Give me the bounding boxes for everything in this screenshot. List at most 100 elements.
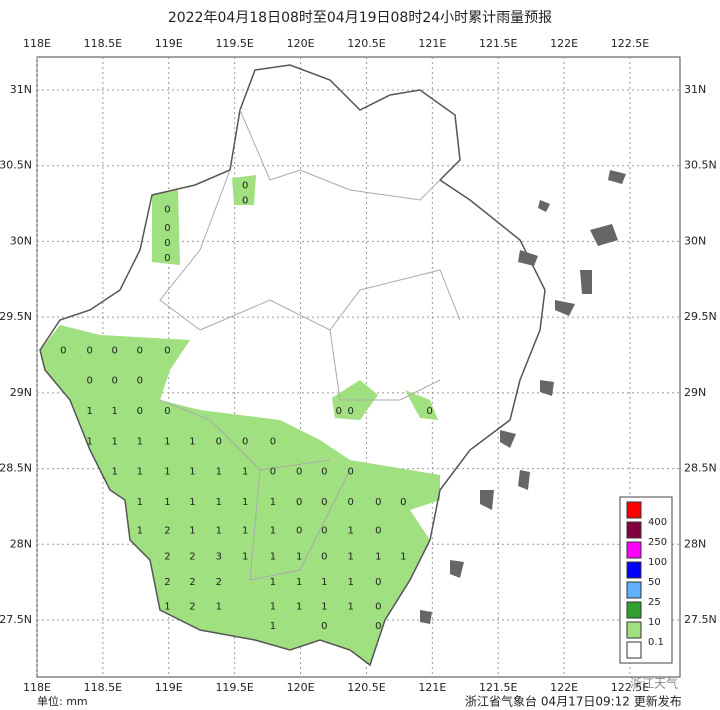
station-value: 1 — [347, 551, 353, 562]
station-value: 1 — [87, 406, 93, 417]
station-value: 0 — [375, 601, 381, 612]
legend-swatch — [626, 501, 642, 519]
station-value: 1 — [189, 526, 195, 537]
x-tick-label: 121.5E — [479, 37, 517, 50]
station-value: 1 — [375, 551, 381, 562]
legend-swatch — [626, 641, 642, 659]
y-tick-label: 28.5N — [0, 462, 32, 475]
y-tick-label: 27.5N — [684, 613, 717, 626]
x-tick-label: 122E — [550, 681, 578, 694]
station-value: 0 — [336, 406, 342, 417]
station-value: 0 — [164, 238, 170, 249]
station-value: 2 — [164, 577, 170, 588]
station-value: 0 — [270, 467, 276, 478]
legend-swatch — [626, 581, 642, 599]
station-value: 2 — [164, 526, 170, 537]
station-value: 0 — [242, 196, 248, 207]
station-value: 0 — [112, 345, 118, 356]
y-tick-label: 31N — [10, 83, 32, 96]
station-value: 1 — [270, 497, 276, 508]
station-value: 0 — [321, 467, 327, 478]
station-value: 0 — [112, 376, 118, 387]
province-outline — [39, 64, 546, 667]
station-value: 1 — [347, 601, 353, 612]
city-borders — [159, 109, 461, 581]
station-value: 0 — [321, 526, 327, 537]
x-tick-label: 121E — [418, 681, 446, 694]
islands — [420, 170, 626, 624]
station-value: 2 — [164, 551, 170, 562]
station-value: 1 — [137, 467, 143, 478]
station-value: 1 — [164, 601, 170, 612]
x-tick-label: 120E — [287, 681, 315, 694]
stations: 0 0 0 0 0 0 0 0 0 0 0 0 0 0 1 1 0 0 0 0 0 1 1 1 1 1 0 0 0 1 1 1 1 1 1 0 0 0 0 1… — [60, 180, 433, 632]
map-title: 2022年04月18日08时至04月19日08时24小时累计雨量预报 — [168, 10, 552, 26]
station-value: 1 — [137, 497, 143, 508]
x-tick-label: 120.5E — [347, 681, 385, 694]
y-tick-label: 28.5N — [684, 462, 717, 475]
station-value: 1 — [164, 497, 170, 508]
x-tick-label: 118.5E — [84, 681, 122, 694]
station-value: 1 — [137, 526, 143, 537]
station-value: 0 — [347, 497, 353, 508]
legend: 400 250 100 50 25 10 0.1 — [619, 496, 673, 664]
station-value: 0 — [164, 406, 170, 417]
station-value: 1 — [347, 526, 353, 537]
station-value: 0 — [400, 497, 406, 508]
station-value: 0 — [321, 621, 327, 632]
y-tick-label: 28N — [10, 537, 32, 550]
legend-swatch — [626, 521, 642, 539]
station-value: 1 — [242, 551, 248, 562]
station-value: 1 — [242, 467, 248, 478]
y-tick-label: 30.5N — [684, 159, 717, 172]
station-value: 1 — [164, 436, 170, 447]
station-value: 0 — [321, 551, 327, 562]
station-value: 1 — [189, 497, 195, 508]
station-value: 2 — [189, 601, 195, 612]
rain-area — [40, 175, 440, 665]
station-value: 1 — [296, 577, 302, 588]
station-value: 3 — [216, 551, 222, 562]
station-value: 1 — [321, 601, 327, 612]
x-tick-label: 122.5E — [611, 37, 649, 50]
station-value: 2 — [189, 577, 195, 588]
x-tick-label: 119E — [155, 37, 183, 50]
station-value: 0 — [375, 577, 381, 588]
station-value: 1 — [270, 621, 276, 632]
station-value: 1 — [164, 467, 170, 478]
footer: 浙江省气象台 04月17日09:12 更新发布 — [465, 694, 682, 709]
unit-label: 单位: mm — [37, 694, 88, 708]
station-value: 1 — [242, 497, 248, 508]
watermark: 浙江天气 — [630, 676, 678, 691]
station-value: 0 — [164, 345, 170, 356]
station-value: 0 — [137, 376, 143, 387]
station-value: 1 — [270, 577, 276, 588]
station-value: 1 — [87, 436, 93, 447]
legend-swatch — [626, 541, 642, 559]
y-tick-label: 27.5N — [0, 613, 32, 626]
station-value: 2 — [189, 551, 195, 562]
station-value: 1 — [216, 526, 222, 537]
station-value: 1 — [347, 577, 353, 588]
station-value: 1 — [112, 467, 118, 478]
legend-label: 400 — [648, 517, 667, 528]
station-value: 1 — [189, 467, 195, 478]
station-value: 0 — [321, 497, 327, 508]
station-value: 1 — [137, 436, 143, 447]
legend-swatch — [626, 561, 642, 579]
station-value: 0 — [137, 406, 143, 417]
legend-label: 0.1 — [648, 637, 664, 648]
station-value: 0 — [375, 497, 381, 508]
station-value: 0 — [137, 345, 143, 356]
y-tick-label: 30.5N — [0, 159, 32, 172]
station-value: 0 — [87, 345, 93, 356]
station-value: 0 — [347, 406, 353, 417]
x-tick-label: 119E — [155, 681, 183, 694]
x-tick-label: 119.5E — [215, 681, 253, 694]
station-value: 0 — [242, 180, 248, 191]
station-value: 0 — [60, 345, 66, 356]
legend-swatch — [626, 601, 642, 619]
y-tick-label: 30N — [684, 234, 706, 247]
station-value: 0 — [216, 436, 222, 447]
